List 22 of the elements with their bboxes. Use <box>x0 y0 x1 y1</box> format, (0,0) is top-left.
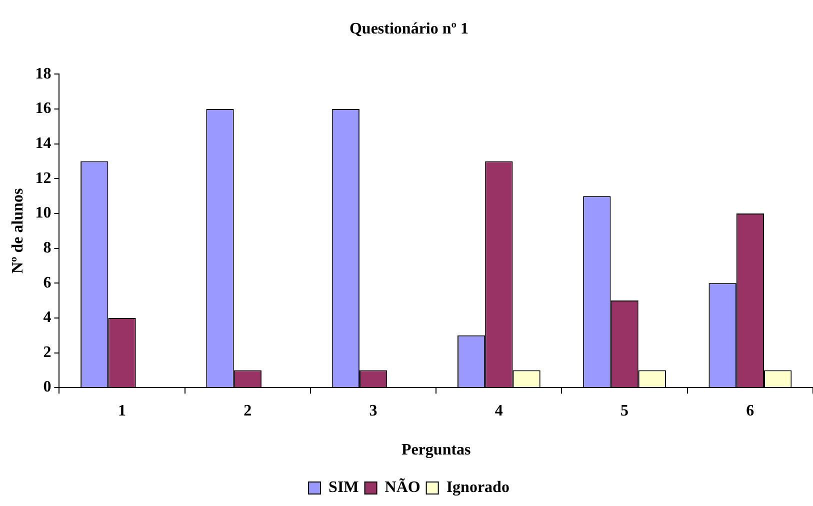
legend-label: NÃO <box>384 478 420 496</box>
y-tick-label: 0 <box>43 378 52 396</box>
y-tick-label: 16 <box>35 100 52 118</box>
y-tick-label: 2 <box>43 344 52 361</box>
y-tick-label: 8 <box>43 239 52 256</box>
y-tick-label: 12 <box>35 170 52 187</box>
y-axis-title: Nº de alunos <box>10 188 27 274</box>
x-axis-title: Perguntas <box>401 442 471 459</box>
y-tick-label: 10 <box>35 204 52 222</box>
y-tick-label: 14 <box>35 134 52 152</box>
y-tick-label: 6 <box>43 274 52 292</box>
y-tick-label: 4 <box>43 309 52 326</box>
x-tick-label: 6 <box>746 402 754 420</box>
legend-label: Ignorado <box>446 479 510 496</box>
x-tick-label: 4 <box>494 402 503 420</box>
chart-title: Questionário nº 1 <box>349 20 469 38</box>
x-tick-label: 3 <box>369 402 378 420</box>
x-tick-label: 2 <box>244 402 252 420</box>
legend-label: SIM <box>328 479 359 496</box>
x-tick-label: 1 <box>118 402 126 420</box>
x-tick-label: 5 <box>620 402 629 420</box>
y-tick-label: 18 <box>35 65 52 82</box>
